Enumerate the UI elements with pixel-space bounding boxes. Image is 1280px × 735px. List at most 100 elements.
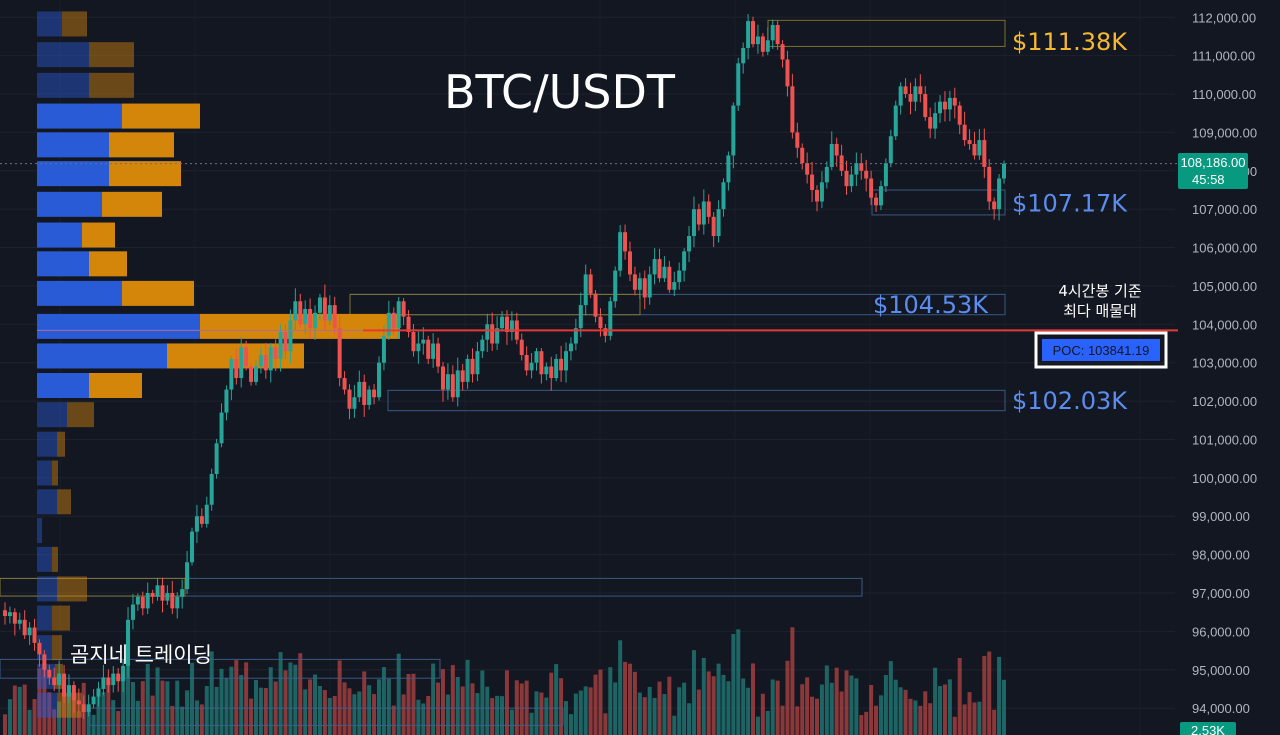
candle-body xyxy=(613,270,618,302)
zone-box-95k xyxy=(0,658,441,679)
candle-body xyxy=(71,685,76,701)
volume-bar xyxy=(618,640,623,735)
volume-profile-buy xyxy=(37,313,200,339)
volume-bar xyxy=(426,695,431,735)
volume-profile-buy xyxy=(37,72,89,98)
level-label: $104.53K xyxy=(873,291,989,319)
candle-body xyxy=(229,358,234,390)
volume-bar xyxy=(662,694,667,735)
candle-body xyxy=(908,94,913,102)
candle-body xyxy=(470,358,475,375)
candle-body xyxy=(893,105,898,137)
candle-body xyxy=(706,201,711,217)
level-label: $107.17K xyxy=(1012,190,1128,218)
level-label: $111.38K xyxy=(1012,28,1128,56)
candle-body xyxy=(391,312,396,329)
volume-bar xyxy=(416,699,421,735)
volume-bar xyxy=(445,694,450,735)
candle-body xyxy=(436,343,441,367)
volume-bar xyxy=(667,676,672,735)
candle-body xyxy=(933,113,938,129)
candle-body xyxy=(800,147,805,164)
volume-bar xyxy=(436,682,441,735)
volume-bar xyxy=(672,715,677,735)
volume-profile-sell xyxy=(89,42,134,68)
candle-body xyxy=(736,63,741,106)
candle-body xyxy=(42,654,47,670)
volume-bar xyxy=(381,667,386,735)
volume-profile-sell xyxy=(52,460,58,486)
volume-bar xyxy=(62,690,67,735)
volume-bar xyxy=(150,695,155,735)
candle-body xyxy=(647,274,652,298)
candle-body xyxy=(662,266,667,279)
candle-body xyxy=(175,596,180,609)
volume-bar xyxy=(746,687,751,735)
volume-bar xyxy=(460,686,465,735)
price-axis[interactable]: 112,000.00 111,000.00 110,000.00 109,000.00… xyxy=(1192,10,1257,716)
candle-body xyxy=(539,351,544,375)
candle-body xyxy=(598,316,603,329)
volume-bar xyxy=(7,699,12,735)
volume-bar xyxy=(155,667,160,735)
candle-body xyxy=(140,596,145,609)
volume-bar xyxy=(701,657,706,735)
candle-body xyxy=(672,282,677,290)
level-labels: $111.38K $107.17K $104.53K $102.03K xyxy=(873,28,1128,415)
candle-body xyxy=(549,366,554,379)
volume-bar xyxy=(327,697,332,735)
candle-body xyxy=(667,266,672,290)
candle-body xyxy=(135,596,140,605)
volume-bar xyxy=(539,692,544,735)
volume-bar xyxy=(760,693,765,735)
volume-bar xyxy=(500,696,505,735)
volume-bar xyxy=(957,658,962,735)
volume-bar xyxy=(42,663,47,735)
candle-body xyxy=(519,339,524,356)
volume-profile-buy xyxy=(37,692,57,718)
candle-body xyxy=(888,136,893,164)
volume-bar xyxy=(928,703,933,735)
candle-body xyxy=(298,301,303,325)
candle-body xyxy=(721,182,726,210)
candle-body xyxy=(824,166,829,183)
candle-body xyxy=(22,619,27,636)
volume-bar xyxy=(475,693,480,735)
candle-body xyxy=(982,140,987,167)
candle-body xyxy=(332,305,337,329)
candle-body xyxy=(918,86,923,95)
volume-profile-sell xyxy=(67,402,94,428)
volume-bar xyxy=(32,699,37,735)
volume-bar xyxy=(57,701,62,735)
zone-box-97k-yellow xyxy=(0,577,186,597)
volume-profile-buy xyxy=(37,431,57,457)
volume-bar xyxy=(529,712,534,735)
volume-profile-buy xyxy=(37,132,109,158)
volume-bar xyxy=(854,678,859,735)
volume-bar xyxy=(71,696,76,735)
price-tick-label: 103,000.00 xyxy=(1192,356,1257,371)
candle-body xyxy=(977,140,982,156)
candle-body xyxy=(76,700,81,705)
candle-body xyxy=(770,24,775,41)
volume-bar xyxy=(790,627,795,735)
candle-body xyxy=(263,355,268,371)
watermark: 곰지네 트레이딩 xyxy=(70,643,212,667)
volume-profile-sell xyxy=(62,11,87,37)
volume-profile-sell xyxy=(89,72,134,98)
countdown: 45:58 xyxy=(1192,172,1225,187)
zone-boxes xyxy=(0,19,1006,726)
candle-body xyxy=(62,673,67,697)
candle-body xyxy=(317,297,322,313)
volume-bar xyxy=(814,698,819,735)
volume-bar xyxy=(992,709,997,735)
candle-body xyxy=(145,592,150,609)
volume-bar xyxy=(878,695,883,735)
volume-bar xyxy=(893,679,898,735)
price-lines xyxy=(0,163,1178,332)
volume-bar xyxy=(573,693,578,735)
volume-bar xyxy=(731,633,736,735)
candle-body xyxy=(849,174,854,187)
